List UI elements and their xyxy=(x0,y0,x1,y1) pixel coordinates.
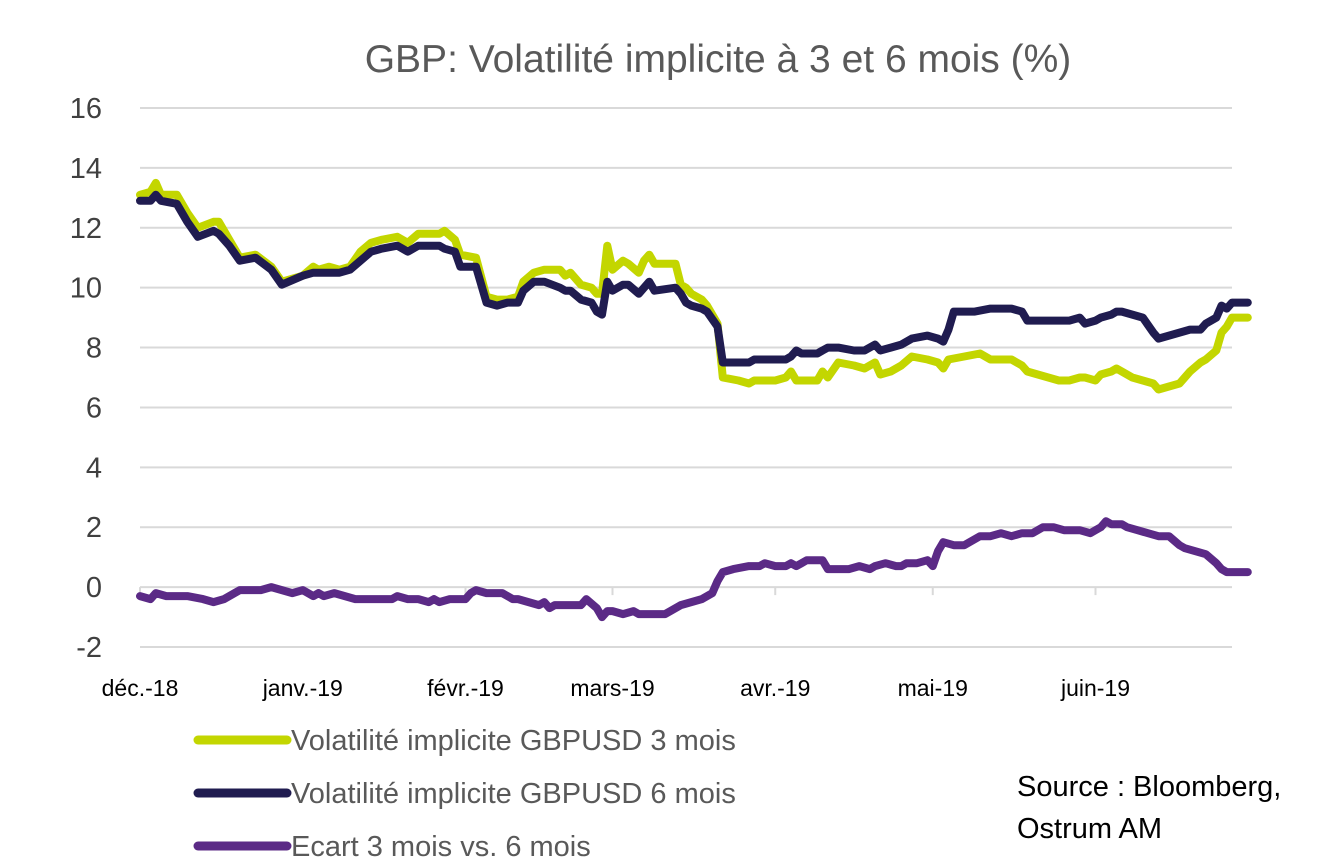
x-tick-label: mai-19 xyxy=(898,675,968,701)
source-line-2: Ostrum AM xyxy=(1017,813,1162,845)
x-axis-tick-labels: déc.-18 janv.-19 févr.-19 mars-19 avr.-19 mai… xyxy=(102,587,1130,701)
y-tick-label: 2 xyxy=(86,512,102,544)
x-tick-label: déc.-18 xyxy=(102,675,179,701)
y-tick-label: 12 xyxy=(70,213,102,245)
y-tick-label: 16 xyxy=(70,93,102,125)
source-line-1: Source : Bloomberg, xyxy=(1017,771,1281,803)
legend-label-2: Volatilité implicite GBPUSD 6 mois xyxy=(291,778,736,810)
series-line-2 xyxy=(136,190,1252,367)
y-tick-label: 4 xyxy=(86,452,102,484)
source-note: Source : Bloomberg, Ostrum AM xyxy=(1017,771,1289,845)
x-tick-label: janv.-19 xyxy=(262,675,343,701)
x-tick-label: févr.-19 xyxy=(427,675,504,701)
legend: Volatilité implicite GBPUSD 3 mois Volati… xyxy=(193,725,736,863)
series-line-3 xyxy=(136,517,1252,622)
legend-label-3: Ecart 3 mois vs. 6 mois xyxy=(291,831,591,863)
y-axis-tick-labels: -2 0 2 4 6 8 10 12 14 16 xyxy=(70,93,102,664)
x-tick-label: juin-19 xyxy=(1060,675,1130,701)
y-tick-label: 8 xyxy=(86,333,102,365)
series-line-1 xyxy=(136,178,1252,394)
y-tick-label: -2 xyxy=(76,632,102,664)
y-tick-label: 6 xyxy=(86,392,102,424)
series-lines xyxy=(136,178,1252,622)
legend-label-1: Volatilité implicite GBPUSD 3 mois xyxy=(291,725,736,757)
chart-title: GBP: Volatilité implicite à 3 et 6 mois … xyxy=(365,38,1072,81)
y-tick-label: 10 xyxy=(70,273,102,305)
y-tick-label: 0 xyxy=(86,572,102,604)
x-tick-label: mars-19 xyxy=(570,675,654,701)
y-tick-label: 14 xyxy=(70,153,102,185)
x-tick-label: avr.-19 xyxy=(740,675,810,701)
